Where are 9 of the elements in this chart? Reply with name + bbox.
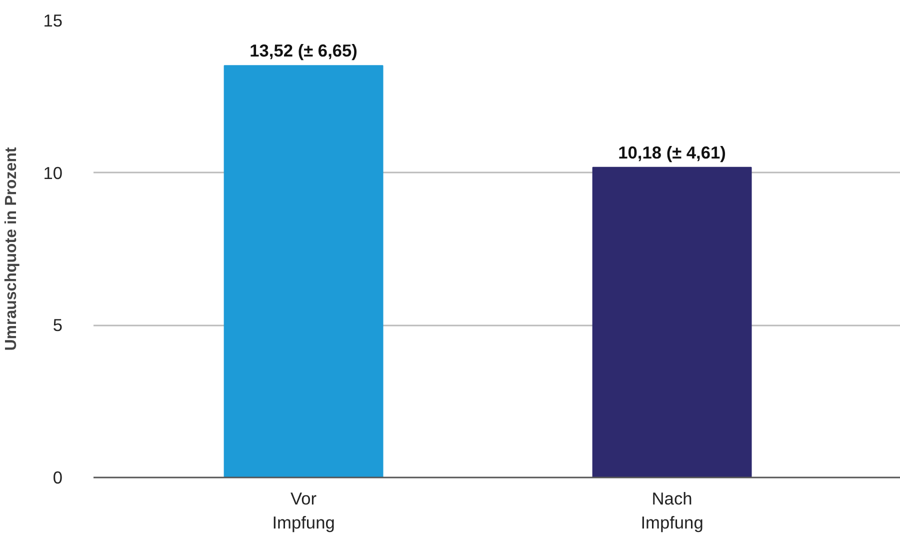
- y-tick-label: 15: [43, 10, 63, 30]
- x-tick-label: Vor Impfung: [272, 488, 335, 532]
- y-tick-label: 10: [43, 162, 63, 183]
- y-tick-label: 0: [52, 468, 63, 488]
- y-axis-title: Umrauschquote in Prozent: [3, 146, 20, 351]
- y-tick-label: 5: [52, 315, 63, 336]
- data-label: 10,18 (± 4,61): [618, 142, 726, 162]
- data-label: 13,52 (± 6,65): [250, 40, 358, 61]
- x-tick-label: Nach Impfung: [640, 488, 704, 532]
